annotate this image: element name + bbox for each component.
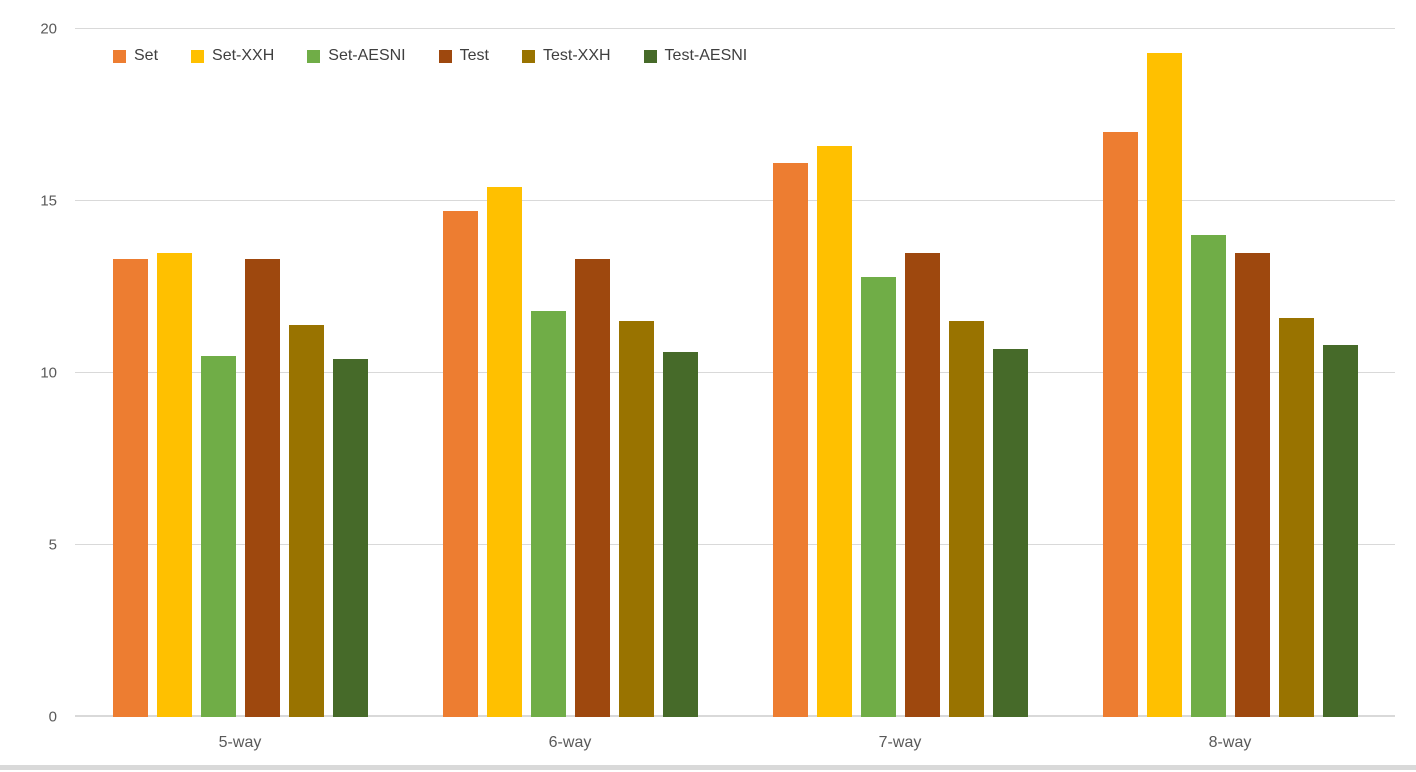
legend-swatch-test-aesni (643, 49, 657, 63)
legend-item-set: Set (113, 47, 158, 65)
bar-set-xxh-6-way (486, 187, 522, 717)
bottom-edge-strip (0, 765, 1416, 770)
bar-set-7-way (772, 163, 808, 717)
bar-set-xxh-5-way (156, 252, 192, 717)
bar-set-aesni-7-way (860, 276, 896, 717)
legend-swatch-set-xxh (191, 49, 205, 63)
y-tick-label-15: 15 (40, 192, 57, 210)
bar-group-8-way (1065, 29, 1395, 717)
bar-group-7-way (735, 29, 1065, 717)
bar-set-8-way (1102, 132, 1138, 717)
x-axis: 5-way 6-way 7-way 8-way (75, 734, 1395, 752)
bar-test-7-way (904, 252, 940, 717)
bar-set-aesni-6-way (530, 311, 566, 717)
gridline-5 (75, 544, 1395, 545)
bar-test-xxh-6-way (618, 321, 654, 717)
legend-item-test: Test (438, 47, 489, 65)
x-axis-label-8-way: 8-way (1208, 734, 1252, 751)
gridline-15 (75, 200, 1395, 201)
legend-swatch-set (113, 49, 126, 63)
y-tick-label-20: 20 (40, 20, 57, 38)
bar-test-xxh-5-way (288, 324, 324, 717)
bar-test-8-way (1234, 252, 1270, 717)
bar-group-6-way (405, 29, 735, 717)
x-axis-label-7-way: 7-way (878, 734, 922, 751)
x-axis-label-6-way: 6-way (548, 734, 592, 751)
bar-test-aesni-6-way (662, 352, 698, 717)
legend-swatch-set-aesni (307, 49, 321, 63)
legend-item-test-aesni: Test-AESNI (643, 47, 748, 65)
legend-label-set: Set (134, 47, 159, 64)
bar-test-6-way (574, 259, 610, 717)
bar-set-aesni-8-way (1190, 235, 1226, 717)
bar-test-xxh-8-way (1278, 317, 1314, 717)
legend-label-test-xxh: Test-XXH (542, 47, 611, 64)
bar-set-xxh-7-way (816, 145, 852, 717)
bar-test-aesni-7-way (992, 348, 1028, 717)
legend-swatch-test (438, 49, 452, 63)
y-tick-label-10: 10 (40, 364, 57, 382)
bar-group-5-way (75, 29, 405, 717)
legend-label-set-aesni: Set-AESNI (328, 47, 406, 64)
legend-label-set-xxh: Set-XXH (212, 47, 275, 64)
bar-set-6-way (442, 211, 478, 717)
bar-test-xxh-7-way (948, 321, 984, 717)
legend-label-test-aesni: Test-AESNI (664, 47, 748, 64)
legend-item-test-xxh: Test-XXH (521, 47, 611, 65)
legend-item-set-xxh: Set-XXH (191, 47, 274, 65)
bar-test-5-way (244, 259, 280, 717)
bar-groups (75, 29, 1395, 717)
gridline-10 (75, 372, 1395, 373)
legend-label-test: Test (459, 47, 489, 64)
legend-item-set-aesni: Set-AESNI (307, 47, 406, 65)
bar-test-aesni-5-way (332, 359, 368, 717)
legend: Set Set-XXH Set-AESNI Test Test-XXH Test-AESN… (113, 47, 747, 65)
legend-swatch-test-xxh (521, 49, 535, 63)
y-tick-label-0: 0 (48, 708, 57, 726)
gridline-20 (75, 28, 1395, 29)
x-axis-label-5-way: 5-way (218, 734, 262, 751)
plot-area (75, 28, 1395, 717)
bar-set-xxh-8-way (1146, 53, 1182, 717)
gridline-0 (75, 715, 1395, 717)
y-axis: 0 5 10 15 20 (0, 22, 57, 725)
bar-set-5-way (112, 259, 148, 717)
bar-test-aesni-8-way (1322, 345, 1358, 717)
y-tick-label-5: 5 (48, 536, 57, 554)
bar-set-aesni-5-way (200, 355, 236, 717)
